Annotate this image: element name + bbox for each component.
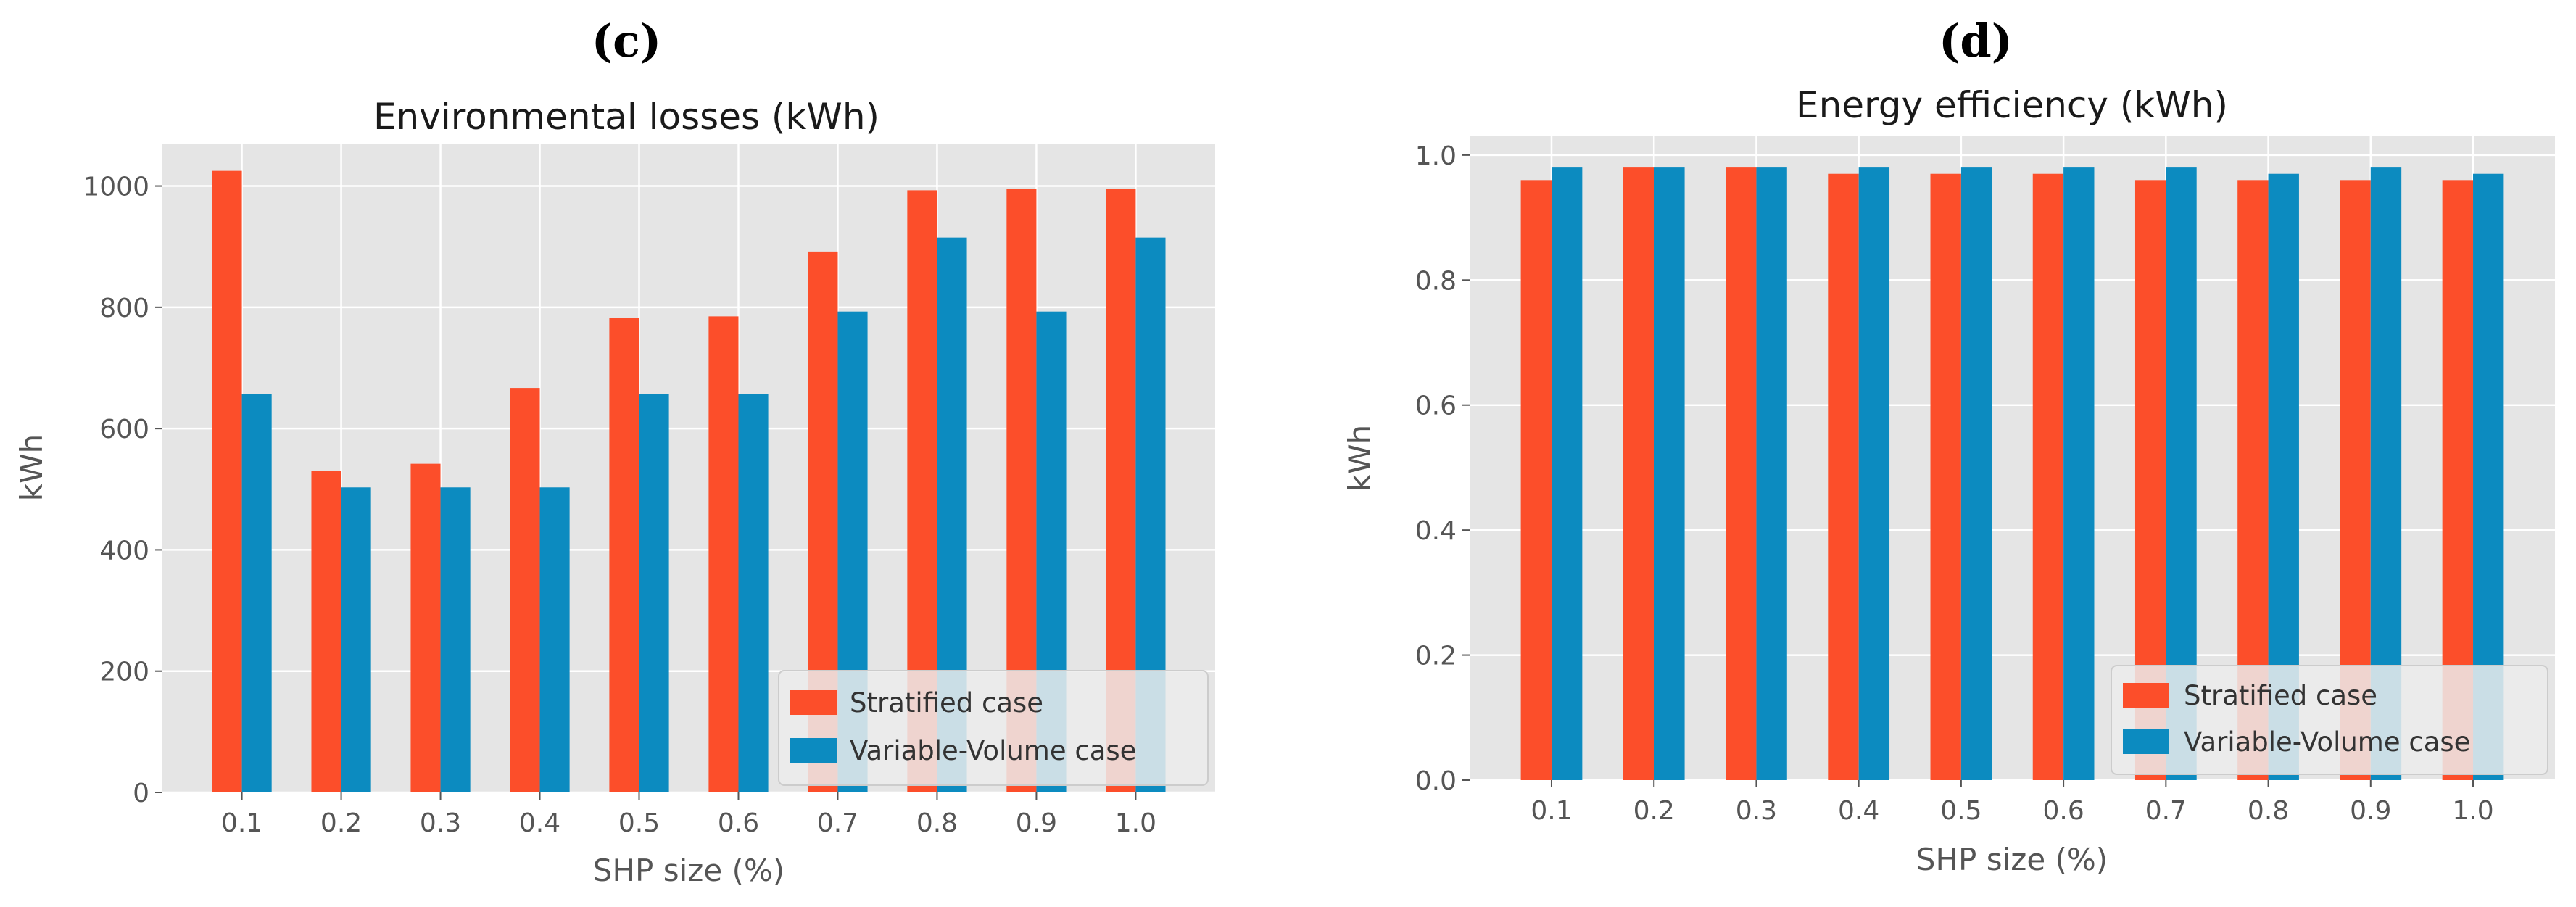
bar-variable-volume-case-0-4 xyxy=(539,487,570,792)
legend-label-variable-volume: Variable-Volume case xyxy=(850,735,1136,766)
legend-box xyxy=(2111,665,2548,775)
bar-variable-volume-case-0-6 xyxy=(738,394,769,792)
x-tick-label: 0.2 xyxy=(320,808,362,838)
y-axis-label: kWh xyxy=(14,434,49,501)
legend-box xyxy=(778,670,1209,786)
x-ticks: 0.1 0.2 0.3 0.4 0.5 0.6 0.7 0.8 0.9 1.0 xyxy=(221,792,1156,838)
y-tick-label: 200 xyxy=(99,658,149,687)
bar-stratified-case-0-5 xyxy=(609,318,639,792)
x-tick-label: 0.3 xyxy=(1736,796,1777,826)
bar-stratified-case-0-6 xyxy=(2032,173,2064,780)
x-tick-label: 1.0 xyxy=(2452,796,2493,826)
y-tick-label: 1.0 xyxy=(1415,141,1457,171)
bar-stratified-case-0-4 xyxy=(510,388,540,792)
bar-variable-volume-case-0-5 xyxy=(639,394,669,792)
x-tick-label: 0.9 xyxy=(1016,808,1057,838)
x-tick-label: 0.5 xyxy=(1940,796,1981,826)
bar-variable-volume-case-0-3 xyxy=(1756,167,1787,780)
legend-swatch-variable-volume xyxy=(790,738,837,763)
bar-stratified-case-0-5 xyxy=(1930,173,1961,780)
chart-title: Environmental losses (kWh) xyxy=(373,96,879,138)
y-ticks: 0.0 0.2 0.4 0.6 0.8 1.0 xyxy=(1415,141,1470,796)
bar-variable-volume-case-0-1 xyxy=(1551,167,1583,780)
x-tick-label: 0.3 xyxy=(420,808,461,838)
y-tick-label: 0.4 xyxy=(1415,516,1457,546)
legend: Stratified case Variable-Volume case xyxy=(778,670,1209,786)
y-tick-label: 0.2 xyxy=(1415,642,1457,671)
y-tick-label: 0.0 xyxy=(1415,766,1457,796)
panel-letter-c: (c) xyxy=(592,15,661,67)
x-ticks: 0.1 0.2 0.3 0.4 0.5 0.6 0.7 0.8 0.9 1.0 xyxy=(1531,780,2494,826)
bar-stratified-case-0-2 xyxy=(311,471,341,792)
x-tick-label: 0.1 xyxy=(221,808,262,838)
legend-swatch-stratified xyxy=(790,690,837,715)
bar-stratified-case-0-4 xyxy=(1828,173,1859,780)
bar-stratified-case-0-1 xyxy=(1520,180,1552,781)
bar-variable-volume-case-0-2 xyxy=(341,487,371,792)
y-tick-label: 800 xyxy=(99,294,149,323)
y-tick-label: 0.8 xyxy=(1415,266,1457,296)
x-tick-label: 0.6 xyxy=(2042,796,2084,826)
chart-energy-efficiency: (d) Energy efficiency (kWh) 0.0 0.2 0.4 0.6… xyxy=(1342,15,2555,877)
bar-variable-volume-case-0-6 xyxy=(2063,167,2095,780)
legend-swatch-variable-volume xyxy=(2123,729,2169,754)
x-tick-label: 0.1 xyxy=(1531,796,1572,826)
bar-variable-volume-case-0-2 xyxy=(1654,167,1685,780)
y-tick-label: 0 xyxy=(133,779,149,808)
x-tick-label: 0.7 xyxy=(2145,796,2187,826)
x-tick-label: 0.2 xyxy=(1633,796,1675,826)
x-tick-label: 0.8 xyxy=(916,808,958,838)
y-ticks: 0 200 400 600 800 1000 xyxy=(83,173,162,808)
x-axis-label: SHP size (%) xyxy=(1916,842,2108,877)
chart-title: Energy efficiency (kWh) xyxy=(1796,84,2228,126)
x-tick-label: 1.0 xyxy=(1115,808,1156,838)
legend: Stratified case Variable-Volume case xyxy=(2111,665,2548,775)
y-tick-label: 400 xyxy=(99,536,149,566)
x-axis-label: SHP size (%) xyxy=(593,853,784,888)
x-tick-label: 0.8 xyxy=(2248,796,2289,826)
x-tick-label: 0.6 xyxy=(718,808,759,838)
bar-variable-volume-case-0-3 xyxy=(440,487,471,792)
legend-label-variable-volume: Variable-Volume case xyxy=(2184,726,2470,758)
x-tick-label: 0.7 xyxy=(817,808,858,838)
chart-environmental-losses: (c) Environmental losses (kWh) 0 200 400 60… xyxy=(14,15,1215,888)
y-tick-label: 600 xyxy=(99,415,149,444)
legend-label-stratified: Stratified case xyxy=(850,687,1043,718)
x-tick-label: 0.4 xyxy=(519,808,560,838)
bar-variable-volume-case-0-4 xyxy=(1858,167,1890,780)
legend-label-stratified: Stratified case xyxy=(2184,680,2377,711)
bar-stratified-case-0-3 xyxy=(410,463,441,792)
bar-stratified-case-0-3 xyxy=(1726,167,1757,780)
x-tick-label: 0.9 xyxy=(2350,796,2391,826)
panel-letter-d: (d) xyxy=(1939,15,2013,67)
bar-stratified-case-0-6 xyxy=(708,316,739,793)
bar-variable-volume-case-0-5 xyxy=(1960,167,1992,780)
x-tick-label: 0.4 xyxy=(1838,796,1879,826)
bar-variable-volume-case-0-1 xyxy=(241,394,272,792)
bar-stratified-case-0-1 xyxy=(212,170,242,792)
bar-stratified-case-0-2 xyxy=(1623,167,1654,780)
legend-swatch-stratified xyxy=(2123,683,2169,708)
y-axis-label: kWh xyxy=(1342,425,1378,492)
x-tick-label: 0.5 xyxy=(618,808,660,838)
y-tick-label: 0.6 xyxy=(1415,392,1457,421)
y-tick-label: 1000 xyxy=(83,173,149,202)
